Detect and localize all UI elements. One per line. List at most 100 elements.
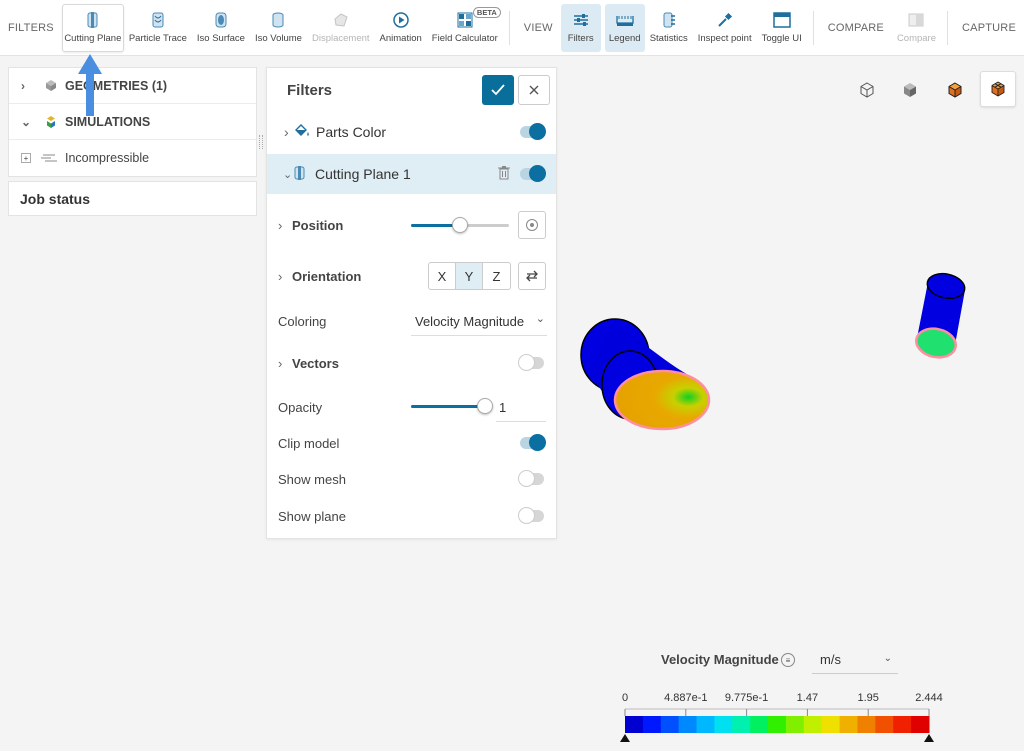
toolbar-divider	[947, 10, 949, 45]
clip-model-toggle[interactable]	[520, 434, 546, 451]
field-calculator-button[interactable]: BETA Field Calculator	[427, 4, 503, 52]
axis-x-button[interactable]: X	[429, 263, 456, 289]
opacity-slider[interactable]	[411, 398, 493, 414]
vectors-toggle[interactable]	[518, 354, 544, 371]
window-icon	[772, 11, 791, 29]
view-solid-button[interactable]	[892, 72, 928, 108]
filter-item-cutting-plane[interactable]: ⌄ Cutting Plane 1	[267, 154, 556, 194]
compare-group-label: COMPARE	[827, 21, 884, 34]
iso-volume-button[interactable]: Iso Volume	[250, 4, 307, 52]
legend-title: Velocity Magnitude	[661, 652, 779, 667]
statistics-button[interactable]: Statistics	[645, 4, 693, 52]
paint-bucket-icon	[294, 123, 310, 141]
color-bar-segment	[714, 716, 733, 733]
legend-tick-label: 2.444	[915, 692, 943, 704]
trash-icon[interactable]	[498, 166, 510, 183]
color-bar-segment	[893, 716, 912, 733]
sliders-icon	[572, 11, 590, 29]
tree-item-geometries[interactable]: › GEOMETRIES (1)	[9, 68, 256, 104]
chevron-right-icon[interactable]: ›	[284, 124, 289, 140]
range-min-handle[interactable]	[620, 734, 630, 742]
show-mesh-row: Show mesh	[267, 466, 556, 492]
opacity-value: 1	[499, 400, 507, 415]
clip-model-row: Clip model	[267, 430, 556, 456]
tree-item-simulations[interactable]: ⌄ SIMULATIONS	[9, 104, 256, 140]
inspect-point-label: Inspect point	[697, 33, 752, 44]
opacity-input[interactable]: 1	[496, 394, 546, 422]
compare-button[interactable]: Compare	[892, 4, 941, 52]
cutting-plane-button[interactable]: Cutting Plane	[61, 3, 124, 52]
color-bar-segment	[857, 716, 876, 733]
toolbar-divider	[812, 10, 814, 45]
color-bar-segment	[875, 716, 894, 733]
iso-volume-icon	[269, 11, 287, 29]
color-bar-segment	[803, 716, 823, 733]
iso-surface-label: Iso Surface	[196, 33, 245, 44]
tree-item-incompressible[interactable]: + Incompressible	[9, 140, 256, 176]
inspect-point-button[interactable]: Inspect point	[693, 4, 757, 52]
opacity-label: Opacity	[278, 399, 323, 415]
color-bar-segment	[696, 716, 715, 733]
compare-label: Compare	[896, 33, 937, 44]
filter-item-parts-color[interactable]: › Parts Color	[267, 112, 556, 152]
displacement-button[interactable]: Displacement	[307, 4, 375, 52]
vectors-row: › Vectors	[267, 350, 556, 376]
chevron-down-icon[interactable]: ⌄	[21, 114, 32, 129]
range-max-handle[interactable]	[924, 734, 934, 742]
parts-color-toggle[interactable]	[520, 123, 546, 140]
toggle-ui-label: Toggle UI	[761, 33, 802, 44]
axis-z-button[interactable]: Z	[492, 268, 501, 284]
legend-button[interactable]: Legend	[604, 3, 645, 52]
legend-tick-label: 0	[621, 692, 629, 704]
view-surface-mesh-button[interactable]	[980, 71, 1016, 107]
chevron-down-icon: ⌄	[535, 313, 545, 325]
legend-tick-label: 1.95	[857, 692, 879, 704]
chevron-right-icon[interactable]: ›	[278, 355, 283, 371]
capture-group-label[interactable]: CAPTURE	[962, 21, 1016, 34]
center-position-button[interactable]	[518, 211, 546, 239]
animation-button[interactable]: Animation	[375, 4, 427, 52]
iso-surface-button[interactable]: Iso Surface	[192, 4, 250, 52]
displacement-label: Displacement	[311, 33, 370, 44]
close-button[interactable]	[518, 75, 550, 105]
color-bar[interactable]	[618, 706, 936, 746]
cutting-plane-toggle[interactable]	[520, 165, 546, 182]
view-wireframe-button[interactable]	[849, 72, 885, 108]
panel-resize-handle[interactable]	[259, 135, 263, 149]
outlet-pipe-model	[914, 272, 966, 359]
chevron-right-icon[interactable]: ›	[278, 217, 283, 233]
displacement-icon	[332, 11, 350, 29]
position-slider[interactable]	[411, 217, 509, 233]
confirm-button[interactable]	[482, 75, 514, 105]
legend-menu-icon[interactable]: ≡	[781, 653, 795, 667]
show-mesh-label: Show mesh	[278, 471, 346, 487]
view-surface-edges-button[interactable]	[937, 72, 973, 108]
color-bar-segment	[732, 716, 751, 733]
show-plane-toggle[interactable]	[518, 507, 544, 524]
job-status-panel[interactable]: Job status	[8, 181, 257, 216]
opacity-row: Opacity	[267, 394, 556, 420]
slider-thumb[interactable]	[477, 398, 493, 414]
equation-icon	[41, 151, 57, 165]
chevron-down-icon[interactable]: ⌄	[283, 168, 293, 181]
3d-model-viewport[interactable]	[560, 260, 980, 460]
cutting-plane-icon	[84, 11, 102, 29]
compare-icon	[907, 11, 925, 29]
color-bar-segment	[911, 716, 930, 733]
filters-button[interactable]: Filters	[560, 3, 601, 52]
coloring-value: Velocity Magnitude	[415, 314, 525, 329]
particle-trace-button[interactable]: Particle Trace	[124, 4, 192, 52]
slider-thumb[interactable]	[452, 217, 468, 233]
color-bar-segment	[785, 716, 805, 733]
show-mesh-toggle[interactable]	[518, 470, 544, 487]
close-icon	[529, 85, 539, 95]
flip-orientation-button[interactable]	[518, 262, 546, 290]
toggle-ui-button[interactable]: Toggle UI	[757, 4, 807, 52]
chevron-right-icon[interactable]: ›	[278, 268, 283, 284]
filters-label: Filters	[567, 33, 594, 44]
chevron-right-icon[interactable]: ›	[21, 78, 25, 93]
unit-select[interactable]: m/s ⌄	[812, 646, 898, 674]
expand-icon[interactable]: +	[21, 153, 31, 163]
axis-y-button[interactable]: Y	[456, 263, 483, 289]
coloring-select[interactable]: Velocity Magnitude ⌄	[411, 308, 547, 336]
